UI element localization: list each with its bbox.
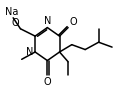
Text: Na: Na	[5, 7, 19, 17]
Text: N: N	[44, 16, 51, 26]
Text: O: O	[11, 18, 19, 28]
Text: O: O	[69, 17, 77, 27]
Text: N: N	[26, 47, 33, 57]
Text: O: O	[44, 77, 51, 87]
